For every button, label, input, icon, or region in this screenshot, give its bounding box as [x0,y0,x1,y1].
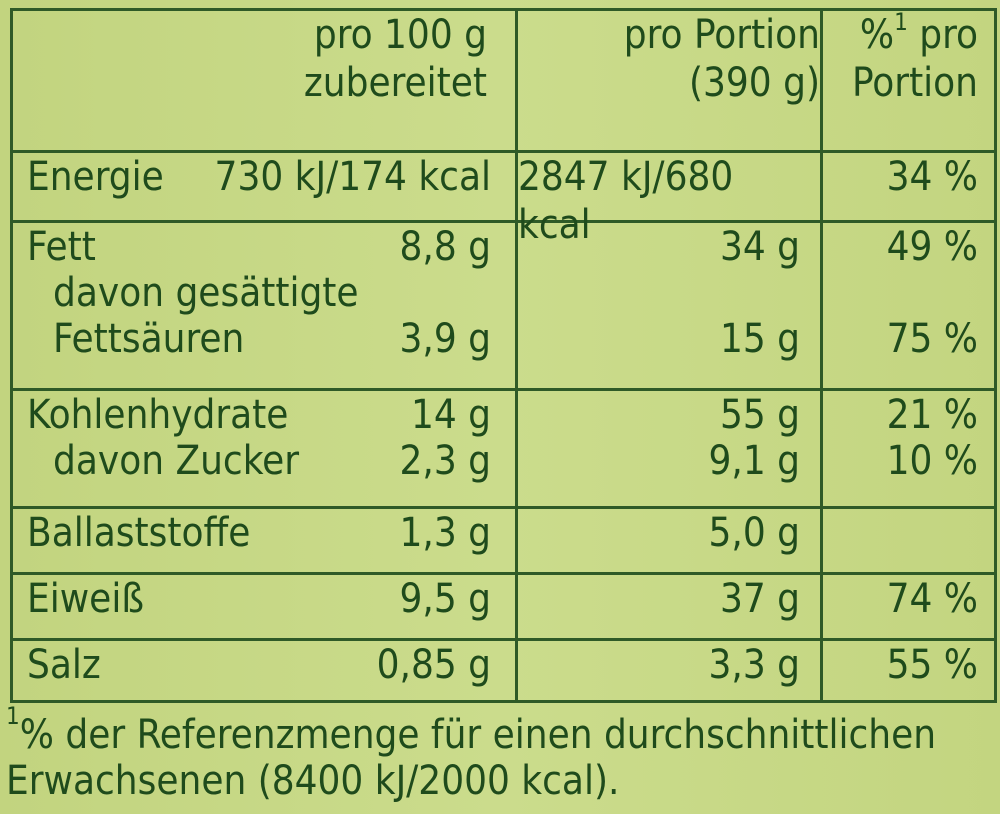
footnote: 1% der Referenzmenge für einen durchschn… [6,704,986,804]
cell-fett-portion: 34 g 15 g [515,220,823,391]
cell-energie-label: Energie 730 kJ/174 kcal [10,150,518,223]
row-salz: Salz 0,85 g 3,3 g 55 % [10,638,997,703]
cell-salz-portion: 3,3 g [515,638,823,703]
header-per-portion: pro Portion (390 g) [515,8,823,153]
nutrition-table: pro 100 g zubereitet pro Portion (390 g)… [10,8,997,703]
cell-eiweiss-pct: 74 % [820,572,997,641]
cell-ballaststoffe-portion: 5,0 g [515,506,823,575]
label-energie: Energie [27,154,164,200]
value-fett-per100: 8,8 g [399,224,491,270]
header-per-portion-line1: pro Portion [623,12,820,58]
row-energie: Energie 730 kJ/174 kcal 2847 kJ/680 kcal … [10,150,997,248]
value-salz-per100: 0,85 g [376,642,491,688]
label-davon-gesaettigte: davon gesättigte [53,270,359,316]
cell-fett-pct: 49 % 75 % [820,220,997,391]
value-kohlenhydrate-portion: 55 g [719,392,800,438]
value-energie-portion: 2847 kJ/680 kcal [518,154,734,248]
cell-ballaststoffe-pct [820,506,997,575]
cell-salz-label: Salz 0,85 g [10,638,518,703]
value-fett-pct: 49 % [886,224,978,270]
cell-kohlenhydrate-pct: 21 % 10 % [820,388,997,509]
value-salz-portion: 3,3 g [708,642,800,688]
value-eiweiss-per100: 9,5 g [399,576,491,622]
value-kohlenhydrate-per100: 14 g [410,392,491,438]
value-fettsaeuren-portion: 15 g [719,316,800,362]
cell-kohlenhydrate-label: Kohlenhydrate 14 g davon Zucker 2,3 g [10,388,518,509]
header-per-portion-line2: (390 g) [688,60,820,106]
cell-fett-label: Fett 8,8 g davon gesättigte Fettsäuren 3,9… [10,220,518,391]
header-percent-portion: %1 pro Portion [820,7,997,153]
label-fettsaeuren: Fettsäuren [53,316,245,362]
label-eiweiss: Eiweiß [27,576,144,622]
value-zucker-pct: 10 % [886,438,978,484]
value-fettsaeuren-per100: 3,9 g [399,316,491,362]
header-percent-line2: Portion [852,60,978,106]
cell-ballaststoffe-label: Ballaststoffe 1,3 g [10,506,518,575]
label-ballaststoffe: Ballaststoffe [27,510,251,556]
header-row: pro 100 g zubereitet pro Portion (390 g)… [10,7,997,153]
row-ballaststoffe: Ballaststoffe 1,3 g 5,0 g [10,506,997,575]
value-zucker-per100: 2,3 g [399,438,491,484]
footnote-text-line1: % der Referenzmenge für einen durchschni… [19,712,937,758]
label-zucker: davon Zucker [53,438,300,484]
label-fett: Fett [27,224,96,270]
cell-energie-pct: 34 % [820,150,997,223]
header-percent-mark: % [859,12,895,58]
header-per-100g-line2: zubereitet [303,60,487,106]
footnote-text-line2: Erwachsenen (8400 kJ/2000 kcal). [6,758,620,804]
cell-kohlenhydrate-portion: 55 g 9,1 g [515,388,823,509]
header-footnote-mark: 1 [894,7,908,36]
value-eiweiss-portion: 37 g [719,576,800,622]
header-per-100g-line1: pro 100 g [313,12,487,58]
row-fett: Fett 8,8 g davon gesättigte Fettsäuren 3,9… [10,220,997,391]
value-kohlenhydrate-pct: 21 % [886,392,978,438]
value-ballaststoffe-portion: 5,0 g [708,510,800,556]
value-fett-portion: 34 g [719,224,800,270]
label-kohlenhydrate: Kohlenhydrate [27,392,289,438]
footnote-line1: 1% der Referenzmenge für einen durchschn… [6,704,986,758]
label-salz: Salz [27,642,101,688]
value-salz-pct: 55 % [886,642,978,688]
row-kohlenhydrate: Kohlenhydrate 14 g davon Zucker 2,3 g 55 g… [10,388,997,509]
value-eiweiss-pct: 74 % [886,576,978,622]
header-per-100g: pro 100 g zubereitet [10,8,518,153]
value-ballaststoffe-per100: 1,3 g [399,510,491,556]
value-fettsaeuren-pct: 75 % [886,316,978,362]
value-energie-per100: 730 kJ/174 kcal [214,154,491,200]
header-percent-pro: pro [907,12,978,58]
footnote-mark: 1 [6,701,20,730]
value-energie-pct: 34 % [886,154,978,200]
row-eiweiss: Eiweiß 9,5 g 37 g 74 % [10,572,997,641]
value-zucker-portion: 9,1 g [708,438,800,484]
cell-eiweiss-portion: 37 g [515,572,823,641]
cell-salz-pct: 55 % [820,638,997,703]
header-percent-line1: %1 pro [823,7,978,59]
cell-eiweiss-label: Eiweiß 9,5 g [10,572,518,641]
cell-energie-portion: 2847 kJ/680 kcal [515,150,823,248]
